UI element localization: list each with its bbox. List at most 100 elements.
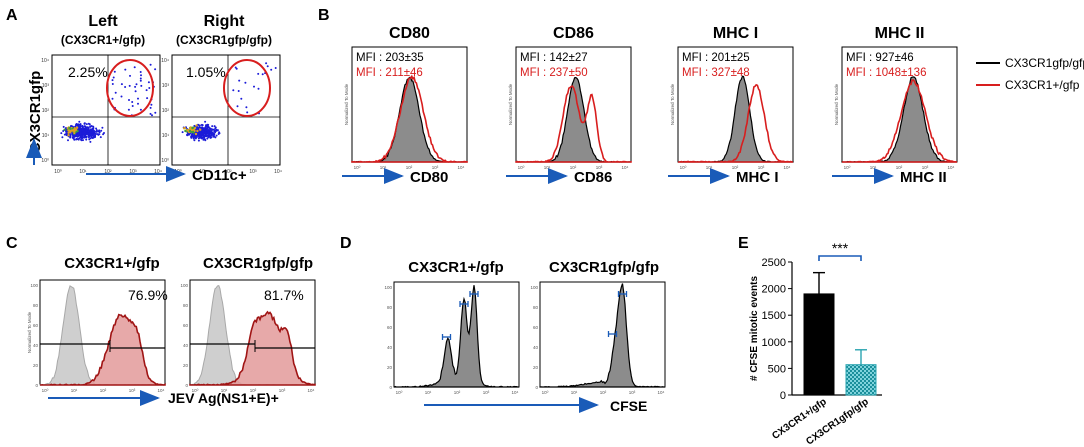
panel-letter-b: B (318, 7, 330, 24)
panel-b-x-tick-label: 10⁰ (518, 165, 525, 170)
panel-d-x-tick-label: 10⁴ (658, 390, 665, 395)
panel-b-x-tick-label: 10¹ (380, 165, 387, 170)
panel-c-y-tick-label: 100 (30, 283, 38, 288)
scatter-dot (134, 90, 137, 93)
scatter-dot (133, 66, 136, 69)
scatter-dot (274, 67, 277, 69)
scatter-dot (206, 137, 209, 140)
panel-a-right-title: Right (204, 13, 246, 30)
histogram-red-curve (515, 85, 632, 163)
panel-c-y-tick-label: 20 (33, 363, 39, 368)
scatter-dot (111, 83, 114, 85)
scatter-dot (198, 131, 201, 134)
scatter-dot-dense (73, 130, 76, 133)
scatter-dot (127, 108, 130, 111)
scatter-dot (128, 84, 131, 87)
scatter-dot (83, 136, 85, 139)
scatter-dot-dense (194, 132, 198, 136)
scatter-dot (236, 105, 239, 108)
panel-a-left-genotype: (CX3CR1+/gfp) (61, 33, 145, 47)
scatter-dot (200, 137, 203, 140)
panel-b-y-label: Normalized To Mode (344, 83, 349, 125)
scatter-dot (208, 135, 211, 138)
scatter-dot (232, 89, 235, 92)
panel-b-x-tick-label: 10³ (432, 165, 439, 170)
scatter-dot (80, 134, 83, 137)
scatter-dot (261, 73, 264, 76)
panel-b-x-label: CD80 (410, 169, 448, 186)
y-tick-label: 500 (768, 363, 786, 375)
panel-d-right-title: CX3CR1gfp/gfp (549, 259, 659, 276)
scatter-dot (270, 68, 273, 71)
panel-c-x-tick-label: 10⁴ (158, 388, 165, 393)
scatter-dot-dense (184, 129, 187, 133)
panel-letter-a: A (6, 7, 18, 24)
panel-b-x-tick-label: 10⁴ (948, 165, 955, 170)
scatter-dot (149, 112, 152, 115)
panel-c-y-tick-label: 100 (180, 283, 188, 288)
scatter-dot (101, 126, 104, 129)
scatter-dot (73, 138, 76, 141)
scatter-dot-dense (74, 128, 78, 131)
y-tick-label: 1000 (762, 337, 786, 349)
scatter-dot (102, 133, 105, 136)
histogram-gray-curve (393, 285, 519, 388)
scatter-dot (194, 137, 197, 140)
panel-d-y-tick-label: 40 (387, 345, 393, 350)
panel-b-x-tick-label: 10³ (922, 165, 929, 170)
panel-a-x-tick-label: 10⁴ (154, 169, 162, 175)
panel-a-x-tick-label: 10³ (249, 169, 257, 175)
panel-a-x-tick-label: 10² (104, 169, 112, 175)
scatter-dot (244, 81, 247, 84)
scatter-dot (214, 126, 217, 129)
scatter-dot (91, 136, 94, 139)
scatter-dot-dense (67, 129, 70, 132)
scatter-dot (111, 79, 114, 82)
panel-a-y-tick-label: 10³ (162, 83, 170, 89)
bar-0 (803, 293, 835, 396)
panel-e-bar-chart: 0 500 1000 1500 2000 2500# CFSE mitotic event… (749, 240, 882, 447)
panel-a-x-tick-label: 10¹ (199, 169, 207, 175)
panel-a-y-tick-label: 10¹ (42, 133, 50, 139)
panel-b-mfi-gfp-gfp: MFI : 142±27 (520, 52, 588, 64)
scatter-dot (78, 123, 81, 126)
scatter-dot (93, 132, 96, 135)
panel-b-mfi-plus-gfp: MFI : 1048±136 (846, 67, 926, 79)
scatter-dot (65, 130, 67, 133)
scatter-dot (197, 135, 200, 138)
scatter-dot (76, 135, 79, 138)
scatter-dot (257, 87, 260, 90)
panel-c-x-tick-label: 10¹ (71, 388, 78, 393)
scatter-dot (120, 83, 123, 86)
panel-a-left-title: Left (88, 13, 118, 30)
panel-b-x-tick-label: 10² (732, 165, 739, 170)
panel-b-marker-title: MHC I (713, 25, 758, 42)
panel-d-left-title: CX3CR1+/gfp (408, 259, 503, 276)
scatter-dot-dense (195, 124, 198, 127)
scatter-dot (69, 133, 72, 136)
scatter-dot (245, 106, 248, 109)
scatter-dot (214, 130, 216, 133)
scatter-dot (85, 135, 88, 138)
scatter-dot (198, 124, 201, 127)
scatter-dot (197, 139, 200, 142)
scatter-dot (147, 81, 150, 84)
scatter-dot (89, 140, 92, 143)
panel-d-x-tick-label: 10¹ (425, 390, 432, 395)
panel-a-y-tick-label: 10³ (42, 83, 50, 89)
scatter-dot (120, 95, 123, 98)
scatter-dot (253, 85, 255, 88)
scatter-dot (266, 65, 269, 68)
scatter-dot (83, 122, 86, 125)
scatter-dot-dense (68, 126, 71, 130)
panel-a-x-label: CD11c+ (192, 167, 247, 184)
y-tick-label: 1500 (762, 310, 786, 322)
scatter-dot (83, 134, 86, 137)
panel-letter-e: E (738, 235, 749, 252)
panel-b-x-tick-label: 10⁴ (622, 165, 629, 170)
panel-b-x-tick-label: 10⁴ (784, 165, 791, 170)
panel-a-y-tick-label: 10² (42, 108, 50, 114)
scatter-dot (202, 130, 204, 133)
panel-c-right-title: CX3CR1gfp/gfp (203, 255, 313, 272)
scatter-dot (257, 72, 260, 75)
